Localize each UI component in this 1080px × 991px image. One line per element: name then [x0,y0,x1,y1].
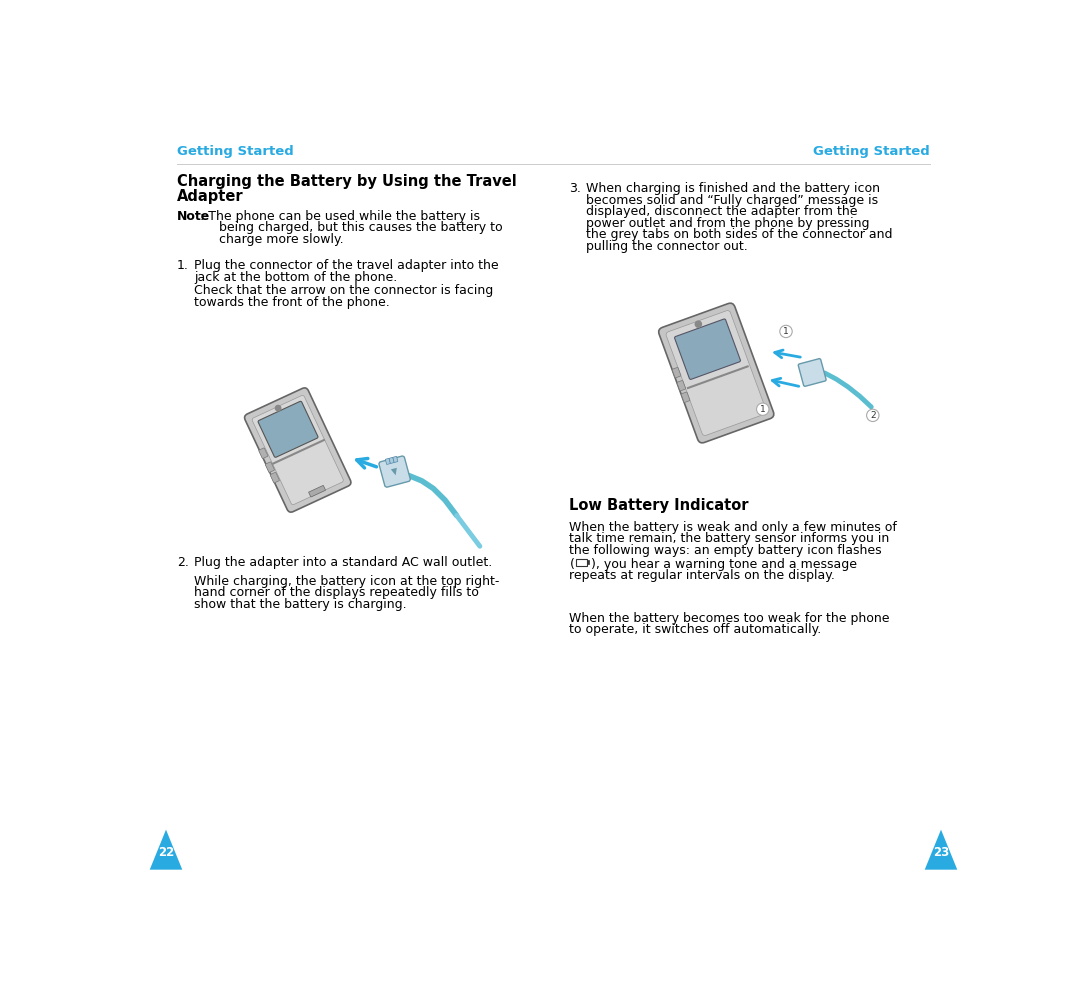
Text: When the battery is weak and only a few minutes of: When the battery is weak and only a few … [569,521,896,534]
FancyBboxPatch shape [252,395,343,504]
Circle shape [780,325,793,338]
Text: show that the battery is charging.: show that the battery is charging. [194,598,406,610]
Text: 23: 23 [933,846,949,859]
Text: the following ways: an empty battery icon flashes: the following ways: an empty battery ico… [569,544,881,557]
Text: ), you hear a warning tone and a message: ), you hear a warning tone and a message [591,558,856,571]
Text: the grey tabs on both sides of the connector and: the grey tabs on both sides of the conne… [586,228,892,241]
Text: 2.: 2. [177,556,189,569]
FancyBboxPatch shape [586,560,590,564]
Text: being charged, but this causes the battery to: being charged, but this causes the batte… [218,221,502,234]
Circle shape [866,409,879,421]
Text: 22: 22 [158,846,174,859]
Text: While charging, the battery icon at the top right-: While charging, the battery icon at the … [194,575,499,588]
Text: 1.: 1. [177,259,189,273]
Text: 2: 2 [870,411,876,420]
FancyBboxPatch shape [270,473,280,483]
Text: Note: Note [177,210,211,223]
FancyBboxPatch shape [393,457,397,463]
FancyBboxPatch shape [798,359,826,386]
FancyBboxPatch shape [266,462,274,473]
Text: 1: 1 [783,327,788,336]
Text: pulling the connector out.: pulling the connector out. [586,240,747,253]
FancyBboxPatch shape [386,459,390,465]
FancyBboxPatch shape [258,401,318,457]
Circle shape [696,321,701,327]
Text: Getting Started: Getting Started [177,145,294,159]
FancyBboxPatch shape [576,559,586,566]
Text: 3.: 3. [569,182,581,195]
Text: talk time remain, the battery sensor informs you in: talk time remain, the battery sensor inf… [569,532,889,545]
Polygon shape [924,829,957,870]
Text: towards the front of the phone.: towards the front of the phone. [194,296,390,309]
FancyBboxPatch shape [666,310,767,436]
Text: Check that the arrow on the connector is facing: Check that the arrow on the connector is… [194,284,494,297]
Text: Getting Started: Getting Started [813,145,930,159]
Text: Plug the connector of the travel adapter into the: Plug the connector of the travel adapter… [194,259,499,273]
Text: to operate, it switches off automatically.: to operate, it switches off automaticall… [569,623,821,636]
Text: Adapter: Adapter [177,189,243,204]
Text: 1: 1 [760,404,766,413]
Text: hand corner of the displays repeatedly fills to: hand corner of the displays repeatedly f… [194,587,478,600]
Circle shape [757,403,769,415]
Text: When the battery becomes too weak for the phone: When the battery becomes too weak for th… [569,611,890,624]
Text: When charging is finished and the battery icon: When charging is finished and the batter… [586,182,880,195]
Text: : The phone can be used while the battery is: : The phone can be used while the batter… [200,210,481,223]
FancyBboxPatch shape [659,303,774,443]
Text: jack at the bottom of the phone.: jack at the bottom of the phone. [194,271,397,283]
FancyBboxPatch shape [244,387,351,512]
Polygon shape [391,468,396,476]
Text: Charging the Battery by Using the Travel: Charging the Battery by Using the Travel [177,174,516,189]
Text: repeats at regular intervals on the display.: repeats at regular intervals on the disp… [569,570,835,583]
FancyBboxPatch shape [672,368,680,378]
Text: Plug the adapter into a standard AC wall outlet.: Plug the adapter into a standard AC wall… [194,556,492,569]
Text: power outlet and from the phone by pressing: power outlet and from the phone by press… [586,217,869,230]
Text: (: ( [570,558,575,571]
FancyBboxPatch shape [389,458,394,464]
FancyBboxPatch shape [681,392,690,402]
FancyBboxPatch shape [309,486,325,496]
Text: Low Battery Indicator: Low Battery Indicator [569,497,748,512]
FancyBboxPatch shape [677,381,686,390]
FancyBboxPatch shape [259,448,268,459]
FancyBboxPatch shape [675,319,741,380]
Circle shape [275,405,281,411]
FancyBboxPatch shape [379,456,410,488]
Polygon shape [150,829,183,870]
Text: becomes solid and “Fully charged” message is: becomes solid and “Fully charged” messag… [586,193,878,206]
Text: displayed, disconnect the adapter from the: displayed, disconnect the adapter from t… [586,205,858,218]
Text: charge more slowly.: charge more slowly. [218,233,343,246]
